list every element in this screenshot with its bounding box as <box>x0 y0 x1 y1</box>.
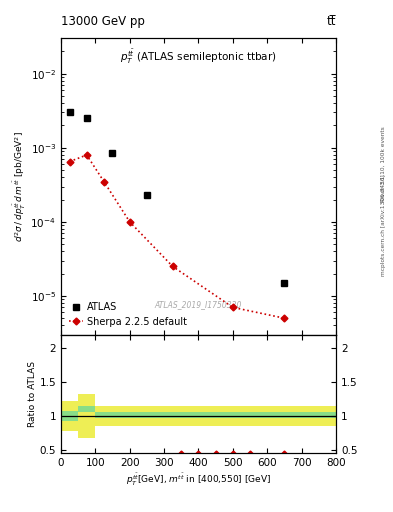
Sherpa 2.2.5 default <box>170 263 175 269</box>
Text: 13000 GeV pp: 13000 GeV pp <box>61 15 145 28</box>
ATLAS <box>282 280 287 286</box>
ATLAS <box>67 110 72 116</box>
Legend: ATLAS, Sherpa 2.2.5 default: ATLAS, Sherpa 2.2.5 default <box>66 299 190 330</box>
Sherpa 2.2.5 default <box>67 159 72 165</box>
ATLAS <box>145 192 149 198</box>
Sherpa 2.2.5 default <box>282 315 287 321</box>
Text: tt̅: tt̅ <box>327 15 336 28</box>
Text: Rivet 3.1.10, 100k events: Rivet 3.1.10, 100k events <box>381 126 386 202</box>
Sherpa 2.2.5 default <box>84 152 89 158</box>
Sherpa 2.2.5 default <box>127 219 132 225</box>
Y-axis label: Ratio to ATLAS: Ratio to ATLAS <box>28 361 37 427</box>
Text: mcplots.cern.ch [arXiv:1306.3436]: mcplots.cern.ch [arXiv:1306.3436] <box>381 175 386 276</box>
ATLAS <box>110 150 115 156</box>
Sherpa 2.2.5 default <box>101 179 106 185</box>
Text: $p_T^{t\bar{t}}$ (ATLAS semileptonic ttbar): $p_T^{t\bar{t}}$ (ATLAS semileptonic ttb… <box>120 47 277 66</box>
ATLAS <box>84 115 89 121</box>
Line: Sherpa 2.2.5 default: Sherpa 2.2.5 default <box>67 153 287 321</box>
X-axis label: $p_T^{t\bar{t}}$[GeV], $m^{t\bar{t}}$ in [400,550] [GeV]: $p_T^{t\bar{t}}$[GeV], $m^{t\bar{t}}$ in… <box>126 472 271 488</box>
Text: ATLAS_2019_I1750330: ATLAS_2019_I1750330 <box>155 301 242 310</box>
Y-axis label: $d^2\sigma\,/\,dp_T^{t\bar{t}}\,d\,m^{t\bar{t}}$ [pb/GeV$^2$]: $d^2\sigma\,/\,dp_T^{t\bar{t}}\,d\,m^{t\… <box>11 131 28 242</box>
Sherpa 2.2.5 default <box>230 304 235 310</box>
Line: ATLAS: ATLAS <box>66 109 288 286</box>
